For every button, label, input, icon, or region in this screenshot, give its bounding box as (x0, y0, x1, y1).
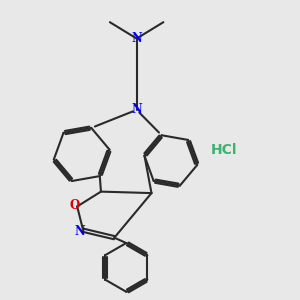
Text: N: N (131, 103, 142, 116)
Text: HCl: HCl (211, 143, 238, 157)
Text: N: N (75, 225, 86, 238)
Text: N: N (131, 32, 142, 45)
Text: O: O (70, 199, 80, 212)
